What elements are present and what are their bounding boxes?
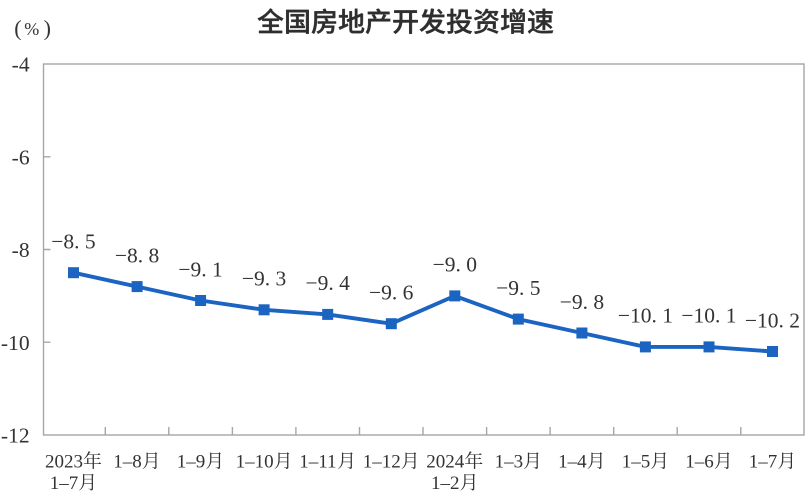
svg-text:2024: 2024 [426, 452, 465, 473]
svg-text:1–7: 1–7 [749, 452, 778, 473]
svg-text:-8: -8 [12, 238, 30, 262]
svg-text:−9. 0: −9. 0 [433, 253, 477, 277]
svg-text:1–6: 1–6 [685, 452, 714, 473]
svg-text:−9. 4: −9. 4 [306, 271, 351, 295]
svg-text:1–12: 1–12 [363, 452, 401, 473]
svg-text:1–9: 1–9 [177, 452, 206, 473]
svg-text:-12: -12 [1, 424, 30, 448]
svg-text:-10: -10 [1, 331, 30, 355]
svg-text:1–4: 1–4 [558, 452, 587, 473]
svg-text:−10. 2: −10. 2 [745, 308, 800, 332]
svg-text:−9. 8: −9. 8 [560, 290, 604, 314]
svg-text:1–2: 1–2 [431, 473, 460, 494]
svg-text:−8. 5: −8. 5 [51, 230, 95, 254]
svg-text:%: % [24, 19, 39, 39]
svg-text:1–10: 1–10 [236, 452, 274, 473]
svg-text:−9. 1: −9. 1 [178, 257, 222, 281]
svg-text:−10. 1: −10. 1 [618, 304, 673, 328]
svg-text:−9. 6: −9. 6 [369, 281, 414, 305]
svg-text:1–7: 1–7 [50, 473, 79, 494]
svg-text:1–8: 1–8 [113, 452, 142, 473]
svg-text:1–11: 1–11 [299, 452, 336, 473]
svg-text:−8. 8: −8. 8 [115, 243, 159, 267]
svg-text:(: ( [14, 15, 21, 40]
svg-text:−10. 1: −10. 1 [681, 304, 736, 328]
svg-text:-4: -4 [12, 53, 30, 77]
svg-text:1–5: 1–5 [622, 452, 651, 473]
svg-text:−9. 3: −9. 3 [242, 267, 286, 291]
svg-text:): ) [44, 15, 51, 40]
svg-text:−9. 5: −9. 5 [496, 276, 540, 300]
svg-text:-6: -6 [12, 145, 30, 169]
svg-text:2023: 2023 [45, 452, 83, 473]
svg-text:1–3: 1–3 [495, 452, 523, 473]
